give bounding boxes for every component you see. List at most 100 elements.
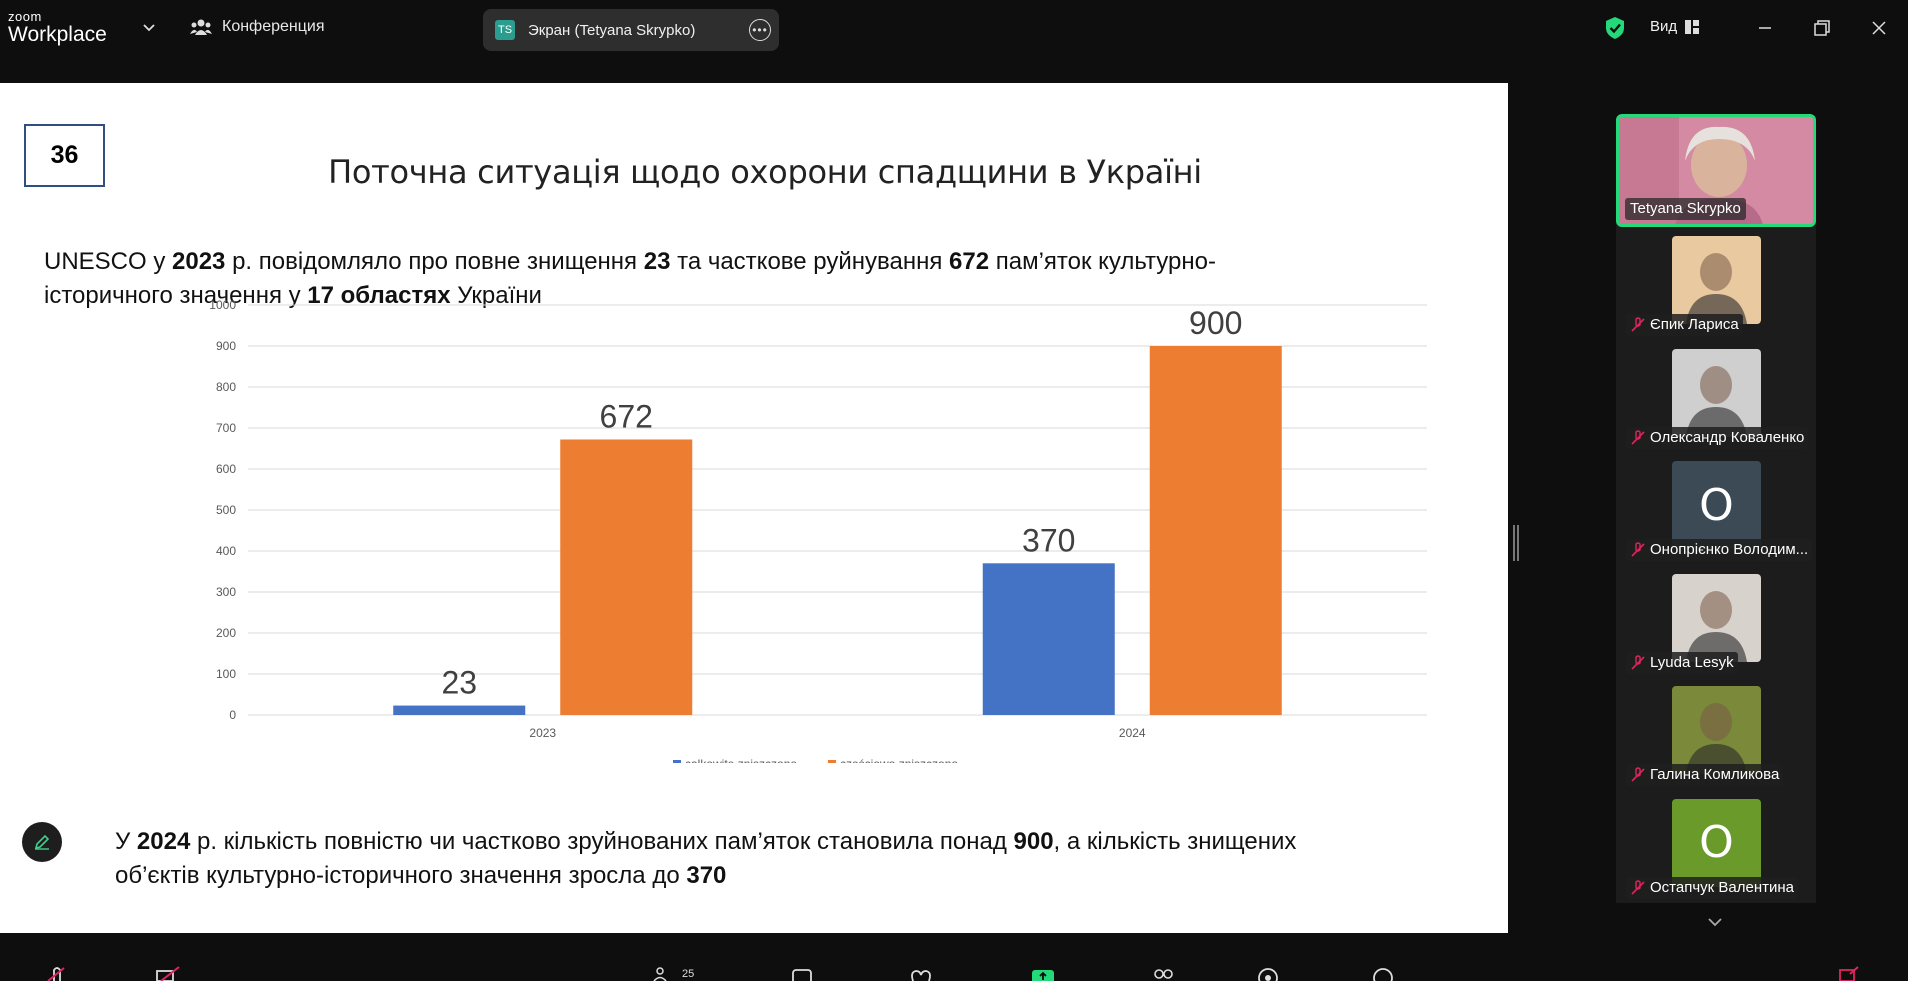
participant-name-label: Lyuda Lesyk (1650, 653, 1734, 671)
active-speaker-tile[interactable]: Tetyana Skrypko (1616, 114, 1816, 227)
intro-run: пам’яток культурно-історичного значення … (44, 248, 1216, 309)
slide-title: Поточна ситуація щодо охорони спадщини в… (328, 153, 1202, 191)
avatar-letter: О (1699, 817, 1734, 868)
avatar-letter: О (1699, 479, 1734, 531)
share-screen-icon[interactable] (1030, 966, 1056, 981)
bottom-run: У (115, 828, 137, 855)
participant-tile[interactable]: Lyuda Lesyk (1616, 569, 1816, 678)
intro-run: UNESCO у (44, 248, 173, 275)
participant-tile[interactable]: Галина Комликова (1616, 682, 1816, 790)
bottom-run: 2024 (136, 828, 191, 855)
y-tick-label: 300 (216, 585, 236, 599)
bottom-run: 370 (686, 862, 727, 889)
logo-top: zoom (8, 9, 42, 24)
participant-tile[interactable]: Єпик Лариса (1616, 232, 1816, 340)
participant-name: Олександр Коваленко (1626, 426, 1809, 449)
participant-name-label: Онопрієнко Володим... (1650, 541, 1809, 558)
legend-label: częściowo zniszczono (840, 757, 958, 763)
y-tick-label: 800 (216, 380, 236, 394)
avatar (1672, 348, 1761, 437)
participant-count: 25 (682, 968, 694, 980)
avatar-initial: О (1672, 461, 1761, 549)
participants-icon[interactable]: 25 (652, 966, 698, 981)
screen-share-indicator[interactable]: TS Экран (Tetyana Skrypko) ••• (483, 9, 779, 51)
participant-name: Остапчук Валентина (1626, 876, 1798, 899)
muted-mic-icon (1631, 654, 1645, 670)
bar (393, 705, 526, 715)
participant-name-label: Галина Комликова (1650, 766, 1780, 783)
pen-icon (34, 834, 50, 850)
y-tick-label: 100 (216, 667, 236, 681)
y-tick-label: 500 (216, 503, 236, 517)
avatar-initial: О (1672, 798, 1761, 887)
record-icon[interactable] (1255, 966, 1281, 981)
participant-tile[interactable]: О Онопрієнко Володим... (1616, 457, 1816, 565)
intro-run: р. повідомляло про повне знищення (225, 248, 644, 275)
avatar (1672, 236, 1761, 324)
more-icon[interactable] (1370, 966, 1396, 981)
slide-intro-text: UNESCO у 2023 р. повідомляло про повне з… (44, 245, 1344, 313)
stop-video-icon[interactable] (155, 966, 181, 981)
bar (1149, 346, 1282, 715)
slide-number: 36 (24, 124, 105, 187)
participant-tile[interactable]: О Остапчук Валентина (1616, 794, 1816, 903)
restore-icon[interactable] (1812, 18, 1832, 38)
minimize-icon[interactable] (1755, 18, 1775, 38)
bottom-run: , а кількість знищених об’єктів культурн… (115, 828, 1297, 889)
shared-slide: 36 Поточна ситуація щодо охорони спадщин… (0, 83, 1508, 933)
conference-button[interactable]: Конференция (190, 17, 325, 37)
avatar (1672, 686, 1761, 774)
chevron-down-icon[interactable] (140, 18, 158, 36)
apps-icon[interactable] (1150, 966, 1176, 981)
data-label: 370 (1022, 522, 1075, 558)
panel-resize-handle[interactable] (1513, 525, 1519, 561)
view-button[interactable]: Вид (1650, 18, 1700, 35)
annotate-pen-button[interactable] (22, 822, 62, 862)
more-options-icon[interactable]: ••• (749, 19, 771, 41)
participant-name: Єпик Лариса (1626, 314, 1743, 336)
participant-tile[interactable]: Олександр Коваленко (1616, 344, 1816, 453)
scroll-down-chevron-icon[interactable] (1705, 912, 1725, 932)
reactions-icon[interactable] (908, 966, 934, 981)
y-tick-label: 0 (229, 708, 236, 722)
participant-name: Галина Комликова (1626, 764, 1784, 786)
security-shield-icon[interactable] (1604, 16, 1626, 40)
participant-name: Онопрієнко Володим... (1626, 539, 1813, 561)
participant-name-label: Остапчук Валентина (1650, 878, 1794, 896)
chat-icon[interactable] (789, 966, 815, 981)
y-tick-label: 400 (216, 544, 236, 558)
intro-run: 23 (643, 248, 671, 275)
muted-mic-icon (1631, 317, 1645, 332)
legend-swatch (673, 760, 681, 763)
bottom-run: 900 (1013, 828, 1054, 855)
x-tick-label: 2023 (529, 726, 556, 740)
y-tick-label: 700 (216, 421, 236, 435)
intro-run: та часткове руйнування (670, 248, 950, 275)
data-label: 672 (600, 398, 653, 434)
mute-icon[interactable] (44, 966, 70, 981)
bar (982, 563, 1115, 715)
participant-name-label: Єпик Лариса (1650, 316, 1739, 333)
muted-mic-icon (1631, 879, 1645, 895)
participant-name: Lyuda Lesyk (1626, 651, 1738, 674)
y-tick-label: 900 (216, 339, 236, 353)
participant-name-label: Олександр Коваленко (1650, 428, 1805, 446)
close-icon[interactable] (1869, 18, 1889, 38)
zoom-logo: zoom Workplace (8, 10, 107, 45)
y-tick-label: 1000 (209, 298, 236, 312)
bar (560, 439, 693, 715)
bar-chart: 0 100 200 300 400 500 600 700 800 900 1000 23 672 202… (209, 298, 1427, 763)
intro-run: 672 (949, 248, 990, 275)
intro-run: 2023 (172, 248, 226, 275)
muted-mic-icon (1631, 767, 1645, 782)
leave-icon[interactable] (1836, 966, 1862, 981)
muted-mic-icon (1631, 429, 1645, 445)
sharer-initials-badge: TS (495, 20, 515, 40)
data-label: 23 (441, 665, 477, 701)
people-icon (190, 19, 212, 35)
legend-swatch (828, 760, 836, 763)
slide-bottom-text: У 2024 р. кількість повністю чи частково… (115, 825, 1315, 893)
data-label: 900 (1189, 305, 1242, 341)
screen-share-label: Экран (Tetyana Skrypko) (528, 21, 696, 39)
y-tick-label: 600 (216, 462, 236, 476)
